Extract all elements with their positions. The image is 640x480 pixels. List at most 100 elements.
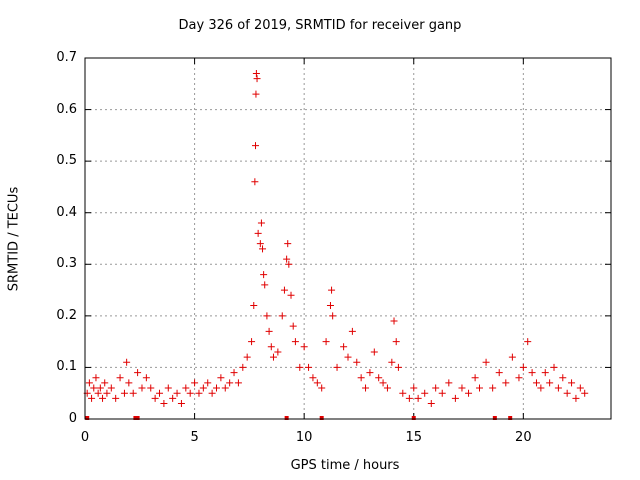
- data-points: [83, 69, 589, 420]
- data-point: [289, 322, 297, 330]
- data-point: [340, 343, 348, 351]
- data-point: [252, 69, 260, 77]
- data-point: [383, 384, 391, 392]
- zero-marker: [85, 416, 90, 420]
- data-point: [414, 394, 422, 402]
- y-tick-label: 0.7: [56, 50, 77, 65]
- zero-marker: [133, 416, 138, 420]
- data-point: [213, 384, 220, 392]
- data-point: [269, 353, 277, 361]
- data-point: [537, 384, 545, 392]
- zero-marker: [284, 416, 289, 420]
- data-point: [333, 363, 341, 371]
- data-point: [322, 338, 330, 346]
- data-point: [291, 338, 299, 346]
- data-point: [392, 338, 400, 346]
- data-point: [550, 363, 558, 371]
- data-point: [226, 379, 234, 387]
- data-point: [239, 363, 247, 371]
- data-point: [581, 389, 589, 397]
- zero-marker: [411, 416, 416, 420]
- data-point: [471, 374, 479, 382]
- zero-marker: [492, 416, 497, 420]
- data-point: [85, 379, 93, 387]
- data-point: [169, 394, 177, 402]
- data-point: [120, 389, 128, 397]
- data-point: [399, 389, 407, 397]
- data-point: [147, 384, 155, 392]
- data-point: [138, 384, 146, 392]
- y-tick-label: 0.3: [56, 256, 77, 272]
- data-point: [94, 389, 102, 397]
- data-point: [285, 260, 293, 268]
- data-point: [362, 384, 370, 392]
- data-point: [572, 394, 580, 402]
- data-point: [230, 369, 238, 377]
- plot-frame: [84, 57, 612, 420]
- data-point: [107, 384, 115, 392]
- data-point: [305, 363, 313, 371]
- data-point: [353, 358, 361, 366]
- x-axis-label: GPS time / hours: [290, 458, 400, 473]
- data-point: [568, 379, 576, 387]
- y-tick-label: 0.4: [56, 204, 77, 220]
- data-point: [142, 374, 150, 382]
- chart-title: Day 326 of 2019, SRMTID for receiver gan…: [178, 18, 462, 33]
- zero-marker: [135, 416, 140, 420]
- data-point: [432, 384, 440, 392]
- data-point: [559, 374, 567, 382]
- data-point: [96, 384, 104, 392]
- data-point: [318, 384, 326, 392]
- data-point: [99, 394, 107, 402]
- data-point: [101, 379, 109, 387]
- data-point: [394, 363, 402, 371]
- data-point: [195, 389, 203, 397]
- data-point: [489, 384, 497, 392]
- data-point: [248, 338, 256, 346]
- data-point: [123, 358, 131, 366]
- data-point: [427, 400, 435, 408]
- data-point: [284, 240, 292, 248]
- data-point: [296, 363, 304, 371]
- data-point: [177, 400, 185, 408]
- data-point: [287, 291, 295, 299]
- data-point: [465, 389, 473, 397]
- y-tick-label: 0.1: [56, 359, 77, 375]
- data-point: [164, 384, 172, 392]
- data-point: [278, 312, 286, 320]
- data-point: [482, 358, 490, 366]
- data-point: [515, 374, 523, 382]
- data-point: [438, 389, 446, 397]
- y-tick-label: 0: [68, 411, 77, 426]
- data-point: [221, 384, 229, 392]
- data-point: [458, 384, 466, 392]
- grid: [84, 57, 611, 420]
- x-tick-label: 10: [295, 430, 313, 445]
- data-point: [103, 389, 111, 397]
- data-point: [160, 400, 168, 408]
- data-point: [204, 379, 212, 387]
- data-point: [129, 389, 137, 397]
- data-point: [253, 75, 261, 83]
- data-point: [254, 229, 262, 237]
- data-point: [357, 374, 365, 382]
- data-point: [186, 389, 194, 397]
- data-point: [267, 343, 275, 351]
- y-tick-label: 0.5: [56, 153, 77, 169]
- data-point: [261, 281, 269, 289]
- data-point: [445, 379, 453, 387]
- data-point: [326, 302, 334, 310]
- data-point: [217, 374, 225, 382]
- data-point: [390, 317, 398, 325]
- y-tick-label: 0.6: [56, 101, 77, 117]
- data-point: [256, 240, 264, 248]
- data-point: [300, 343, 308, 351]
- data-point: [309, 374, 317, 382]
- data-point: [541, 369, 549, 377]
- data-point: [191, 379, 199, 387]
- data-point: [410, 384, 418, 392]
- data-point: [252, 142, 260, 150]
- data-point: [260, 271, 268, 279]
- data-point: [546, 379, 554, 387]
- data-point: [519, 363, 527, 371]
